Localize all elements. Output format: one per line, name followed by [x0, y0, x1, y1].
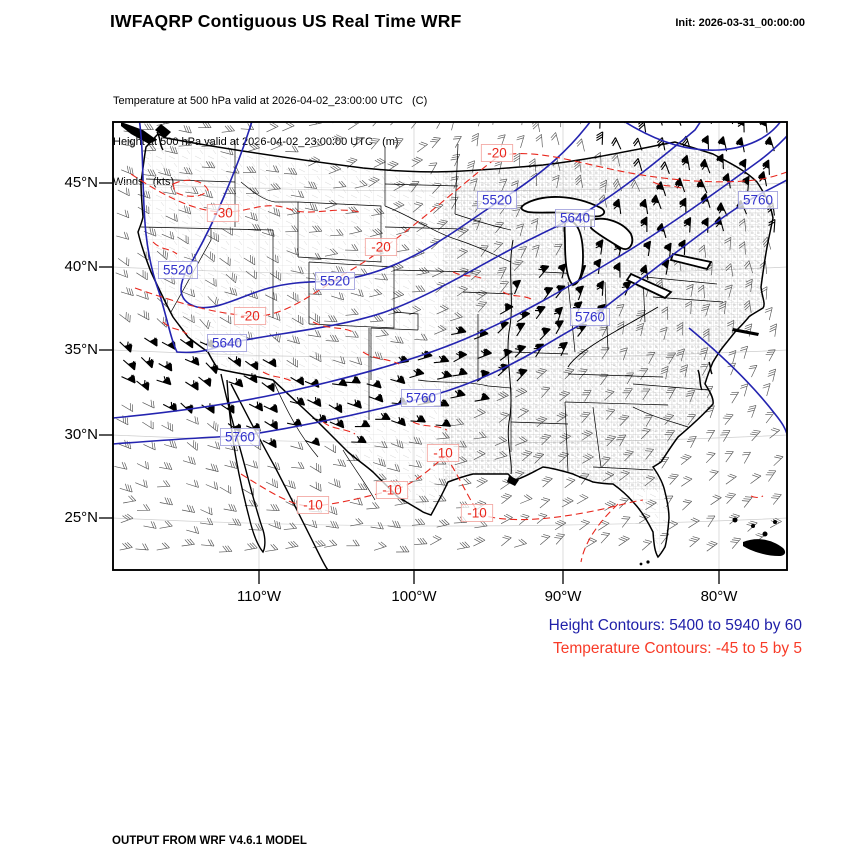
temperature-contour-lines: [130, 153, 787, 563]
x-axis-label: 100°W: [391, 588, 437, 605]
contour-label: 5640: [560, 211, 590, 226]
height-contour-labels: 5520 5520 5520 5640 5640 5760 5760 5760 5760: [158, 191, 779, 446]
x-axis-label: 80°W: [700, 588, 738, 605]
footer-model-line: OUTPUT FROM WRF V4.6.1 MODEL: [112, 835, 307, 847]
contour-label: -10: [303, 498, 323, 513]
contour-label: -20: [240, 309, 260, 324]
state-boundaries: [140, 140, 724, 501]
contour-label: 5640: [212, 336, 242, 351]
bay-details: [156, 131, 713, 391]
contour-label: 5760: [743, 193, 773, 208]
contour-label: -10: [433, 446, 453, 461]
map-frame: [112, 121, 788, 571]
contour-label: 5520: [163, 263, 193, 278]
wrf-map: 5520 5520 5520 5640 5640 5760 5760 5760 5760 -30…: [99, 121, 788, 584]
great-lakes: [520, 196, 713, 300]
temperature-legend-line: Temperature Contours: -45 to 5 by 5: [553, 640, 802, 657]
subtitle-temperature: Temperature at 500 hPa valid at 2026-04-…: [113, 95, 428, 107]
contour-legend: Height Contours: 5400 to 5940 by 60 Temp…: [549, 614, 802, 660]
contour-label: -20: [371, 240, 391, 255]
page-title: IWFAQRP Contiguous US Real Time WRF: [110, 11, 462, 31]
contour-label: 5760: [225, 430, 255, 445]
y-axis-label: 40°N: [64, 258, 98, 275]
x-axis-label: 110°W: [236, 588, 282, 605]
axis-ticks: [99, 182, 720, 584]
x-axis-label: 90°W: [544, 588, 582, 605]
height-legend-line: Height Contours: 5400 to 5940 by 60: [548, 617, 802, 634]
y-axis-label: 25°N: [64, 509, 98, 526]
contour-label: 5760: [406, 391, 436, 406]
contour-label: -10: [382, 483, 402, 498]
model-footer: OUTPUT FROM WRF V4.6.1 MODEL WE = 580 ; …: [112, 808, 581, 850]
y-axis-label: 45°N: [64, 174, 98, 191]
y-axis-label: 35°N: [64, 341, 98, 358]
init-timestamp: Init: 2026-03-31_00:00:00: [675, 17, 805, 29]
contour-label: 5520: [482, 193, 512, 208]
temperature-contour-labels: -30 -20 -20 -20 -10 -10 -10 -10: [206, 144, 514, 522]
contour-label: 5760: [575, 310, 605, 325]
contour-label: -10: [467, 506, 487, 521]
contour-label: -30: [213, 206, 233, 221]
islands-and-details: [121, 122, 786, 566]
contour-label: 5520: [320, 274, 350, 289]
y-axis-label: 30°N: [64, 426, 98, 443]
contour-label: -20: [487, 146, 507, 161]
